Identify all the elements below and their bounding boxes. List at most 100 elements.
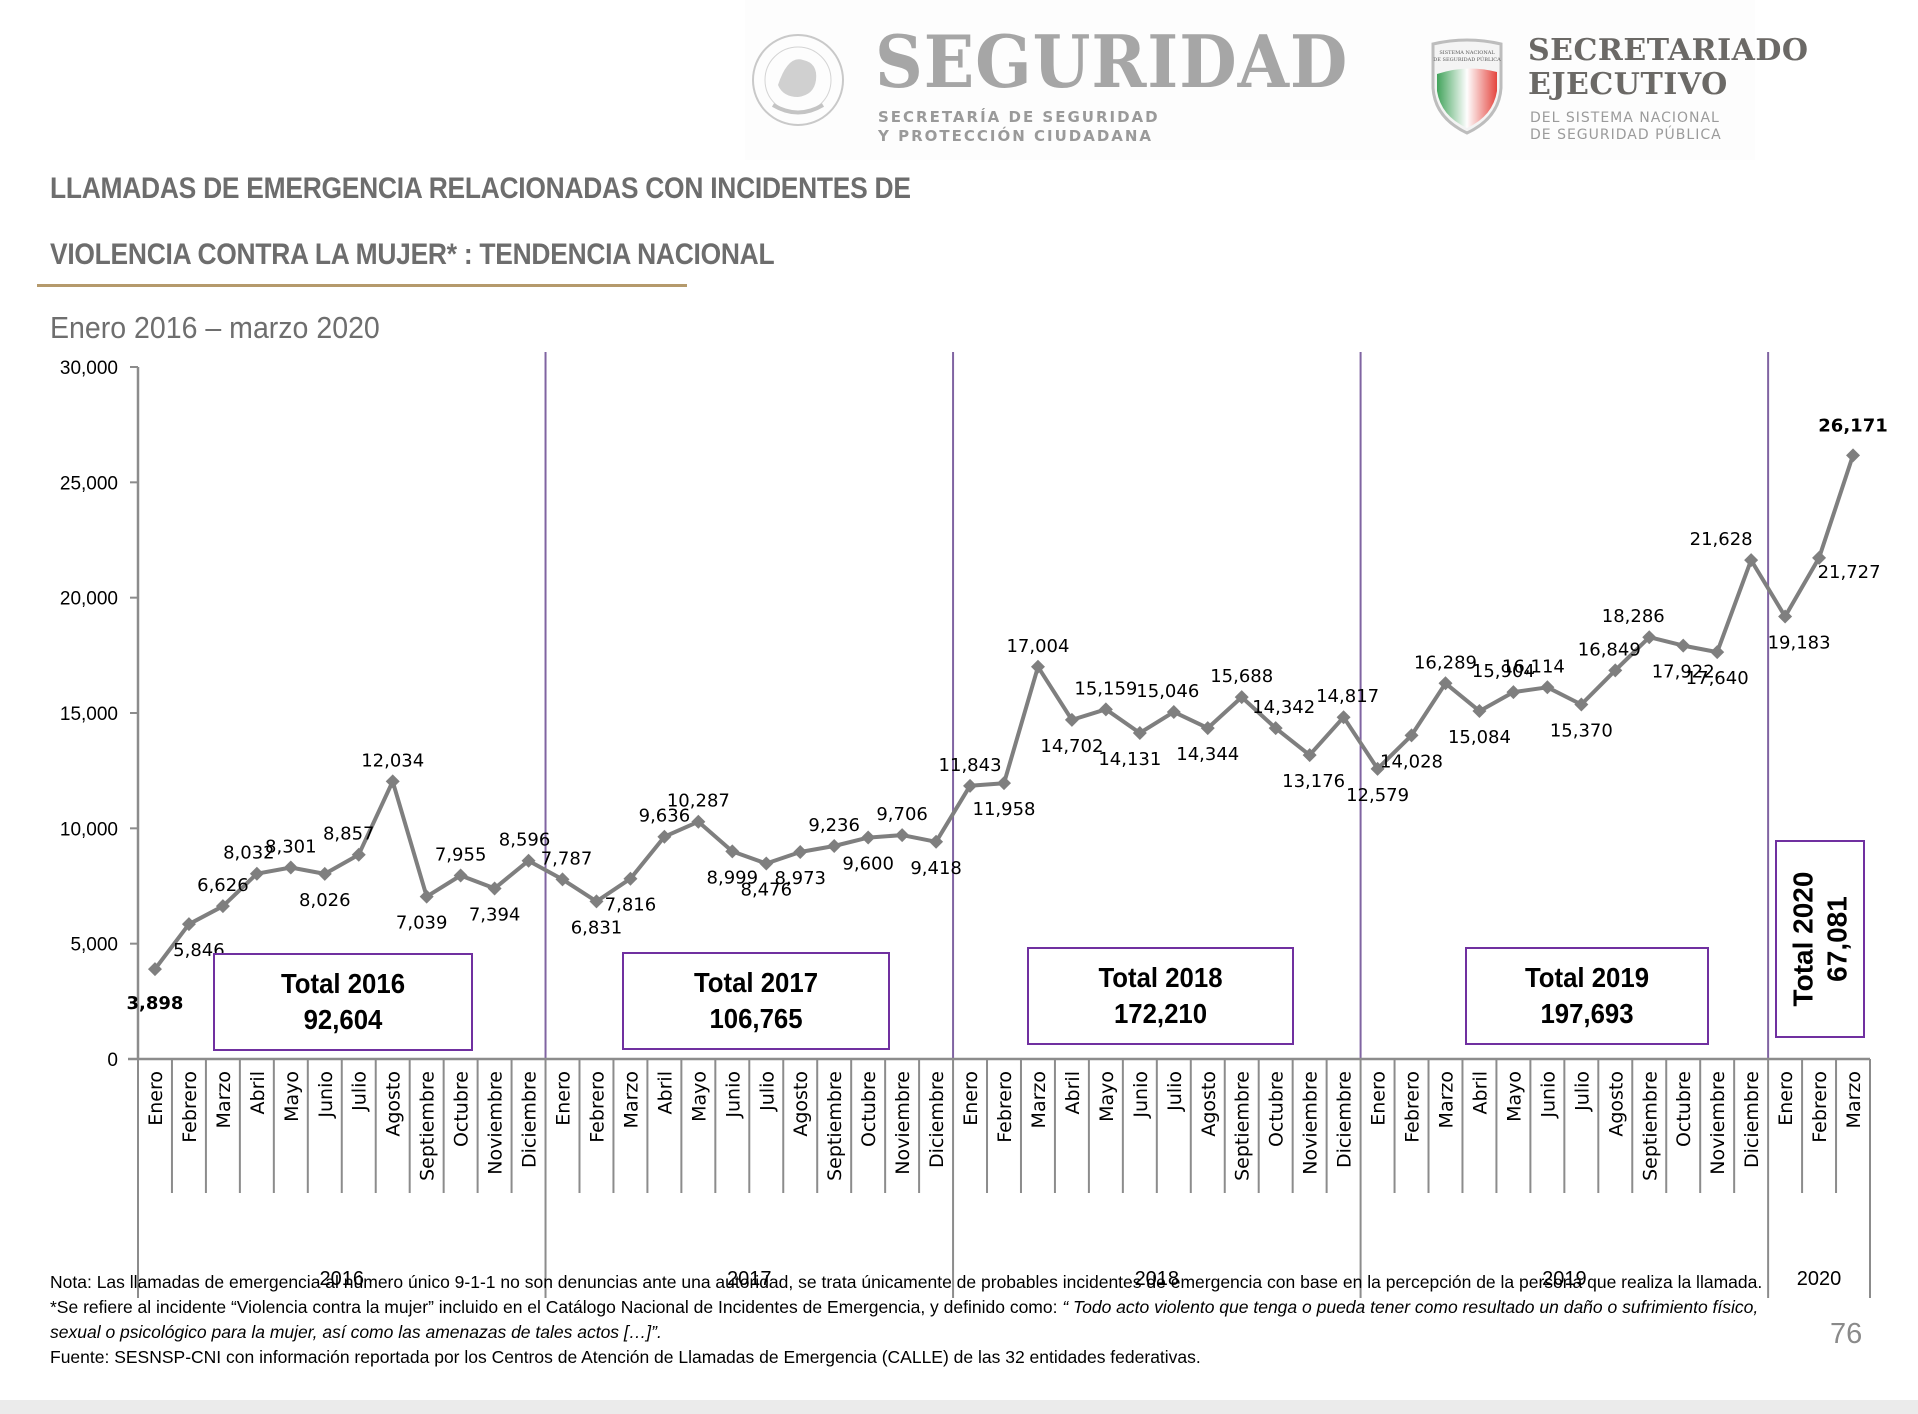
source-text: Fuente: SESNSP-CNI con información repor…	[50, 1347, 1201, 1367]
x-month-label: Octubre	[858, 1071, 880, 1147]
secretariado-logo-wordmark: SECRETARIADO EJECUTIVO	[1528, 34, 1809, 102]
data-point-marker	[895, 828, 910, 843]
data-point-marker	[1200, 721, 1215, 736]
data-label: 8,026	[299, 890, 351, 911]
x-month-label: Julio	[756, 1071, 778, 1112]
x-month-label: Noviembre	[485, 1071, 507, 1175]
chart-subtitle: Enero 2016 – marzo 2020	[50, 310, 380, 345]
x-month-label: Octubre	[1673, 1071, 1695, 1147]
data-point-marker	[1676, 638, 1691, 653]
data-label: 17,004	[1006, 636, 1069, 657]
x-year-label: 2017	[727, 1268, 772, 1290]
x-month-label: Abril	[654, 1071, 676, 1114]
data-point-marker	[555, 872, 570, 887]
x-month-label: Enero	[1775, 1071, 1797, 1126]
y-tick-label: 10,000	[60, 819, 118, 840]
data-label: 11,958	[973, 799, 1036, 820]
data-label: 9,636	[639, 806, 691, 827]
series-markers	[147, 448, 1861, 977]
x-month-label: Enero	[553, 1071, 575, 1126]
total-value: 197,693	[1540, 998, 1634, 1029]
data-label: 11,843	[939, 755, 1002, 776]
data-point-marker	[181, 917, 196, 932]
data-label: 17,922	[1652, 662, 1715, 683]
series-line	[153, 454, 1855, 971]
x-month-label: Marzo	[1435, 1071, 1457, 1128]
x-month-label: Noviembre	[1300, 1071, 1322, 1175]
data-label: 8,476	[741, 879, 793, 900]
x-month-label: Agosto	[1605, 1071, 1627, 1137]
x-month-label: Marzo	[1028, 1071, 1050, 1128]
x-month-label: Febrero	[179, 1071, 201, 1143]
shield-text-1: SISTEMA NACIONAL	[1439, 50, 1495, 56]
x-month-label: Marzo	[1843, 1071, 1865, 1128]
data-label: 14,342	[1252, 697, 1315, 718]
data-point-marker	[1608, 663, 1623, 678]
data-point-marker	[521, 853, 536, 868]
data-point-marker	[657, 829, 672, 844]
x-month-label: Diciembre	[1741, 1071, 1763, 1168]
total-box-2018: Total 2018 172,210	[1027, 947, 1294, 1045]
secretariado-sub-line-2: DE SEGURIDAD PÚBLICA	[1530, 127, 1722, 143]
data-label: 7,394	[469, 904, 521, 925]
x-month-label: Julio	[1164, 1071, 1186, 1112]
x-month-label: Noviembre	[1707, 1071, 1729, 1175]
data-label: 7,787	[541, 848, 593, 869]
data-label: 17,640	[1686, 668, 1749, 689]
data-label: 9,236	[808, 815, 860, 836]
x-month-label: Diciembre	[1334, 1071, 1356, 1168]
x-month-label: Abril	[1469, 1071, 1491, 1114]
x-month-label: Marzo	[213, 1071, 235, 1128]
total-box-2016: Total 2016 92,604	[213, 953, 473, 1051]
data-label: 9,600	[842, 854, 894, 875]
data-point-marker	[1234, 690, 1249, 705]
data-label: 10,287	[667, 791, 730, 812]
data-label: 15,370	[1550, 720, 1613, 741]
x-month-label: Mayo	[281, 1071, 303, 1122]
data-label: 8,857	[323, 824, 375, 845]
data-label: 9,706	[876, 804, 928, 825]
footnotes: Nota: Las llamadas de emergencia al núme…	[50, 1270, 1790, 1370]
data-label: 6,626	[197, 875, 249, 896]
title-underline	[37, 284, 687, 287]
data-point-marker	[1166, 704, 1181, 719]
data-point-marker	[861, 830, 876, 845]
data-point-marker	[963, 778, 978, 793]
data-point-marker	[623, 871, 638, 886]
data-point-marker	[1642, 630, 1657, 645]
data-point-marker	[1064, 712, 1079, 727]
seguridad-sub-line-1: SECRETARÍA DE SEGURIDAD	[878, 108, 1160, 126]
data-point-marker	[827, 838, 842, 853]
total-label: Total 2017	[693, 967, 819, 998]
shield-text-2: DE SEGURIDAD PÚBLICA	[1433, 55, 1501, 63]
data-point-marker	[1438, 676, 1453, 691]
note-text: Nota: Las llamadas de emergencia al núme…	[50, 1272, 1763, 1292]
x-month-label: Octubre	[1266, 1071, 1288, 1147]
data-point-marker	[487, 881, 502, 896]
data-point-marker	[317, 866, 332, 881]
x-year-label: 2020	[1797, 1268, 1842, 1290]
data-point-marker	[1506, 685, 1521, 700]
x-month-label: Septiembre	[417, 1071, 439, 1181]
x-year-label: 2018	[1135, 1268, 1180, 1290]
data-point-marker	[1404, 728, 1419, 743]
data-point-marker	[759, 856, 774, 871]
x-month-label: Enero	[1368, 1071, 1390, 1126]
x-year-label: 2016	[320, 1268, 365, 1290]
y-tick-label: 0	[107, 1050, 118, 1071]
x-month-label: Noviembre	[892, 1071, 914, 1175]
x-month-label: Julio	[1571, 1071, 1593, 1112]
mexican-coat-of-arms-icon	[752, 34, 844, 126]
total-value: 92,604	[303, 1004, 383, 1035]
data-point-marker	[929, 834, 944, 849]
x-year-label: 2019	[1542, 1268, 1587, 1290]
data-label: 6,831	[571, 917, 623, 938]
x-month-label: Agosto	[790, 1071, 812, 1137]
seguridad-sub-line-2: Y PROTECCIÓN CIUDADANA	[878, 127, 1154, 145]
axes: 0 5,000 10,000 15,000 20,000 25,000 30,000	[60, 358, 1870, 1071]
page-title-line-1: LLAMADAS DE EMERGENCIA RELACIONADAS CON …	[50, 172, 911, 205]
x-month-label: Septiembre	[824, 1071, 846, 1181]
x-month-label: Agosto	[383, 1071, 405, 1137]
x-month-label: Febrero	[1402, 1071, 1424, 1143]
data-point-marker	[589, 894, 604, 909]
